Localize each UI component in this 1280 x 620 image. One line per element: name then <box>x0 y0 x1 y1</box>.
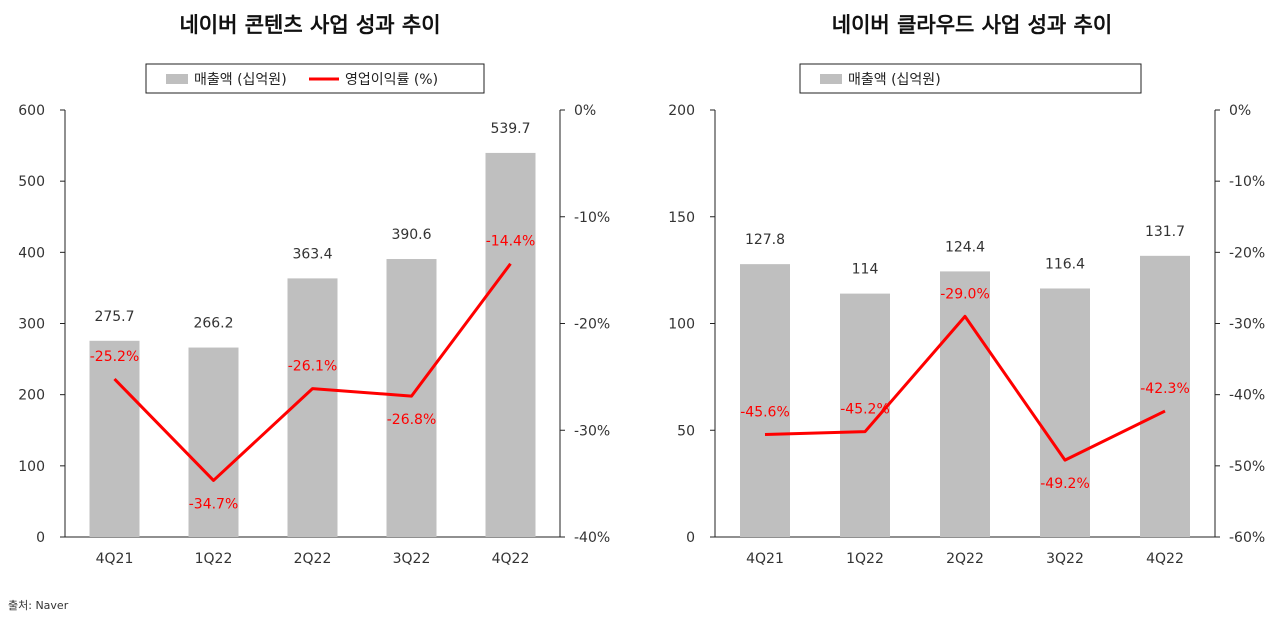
right-tick-label: -20% <box>574 317 610 333</box>
bar-data-label: 114 <box>852 262 879 278</box>
category-label: 4Q22 <box>1146 551 1184 567</box>
bar-data-label: 116.4 <box>1045 256 1085 272</box>
left-tick-label: 200 <box>668 103 695 119</box>
category-label: 1Q22 <box>846 551 884 567</box>
left-tick-label: 100 <box>668 317 695 333</box>
line-data-label: -42.3% <box>1140 381 1190 397</box>
bar <box>740 264 790 537</box>
right-tick-label: -60% <box>1229 530 1265 546</box>
line-data-label: -45.2% <box>840 402 890 418</box>
bar-data-label: 539.7 <box>490 121 530 137</box>
left-tick-label: 0 <box>36 530 45 546</box>
bar <box>1040 288 1090 537</box>
right-tick-label: -50% <box>1229 459 1265 475</box>
category-label: 2Q22 <box>946 551 984 567</box>
bar-data-label: 131.7 <box>1145 224 1185 240</box>
right-tick-label: -30% <box>1229 317 1265 333</box>
line-data-label: -26.1% <box>288 359 338 375</box>
line-data-label: -45.6% <box>740 405 790 421</box>
right-tick-label: -10% <box>1229 174 1265 190</box>
left-tick-label: 600 <box>18 103 45 119</box>
bar <box>89 340 140 537</box>
bar-data-label: 266.2 <box>193 316 233 332</box>
category-label: 4Q21 <box>96 551 134 567</box>
category-label: 4Q21 <box>746 551 784 567</box>
bar <box>188 347 239 537</box>
left-tick-label: 400 <box>18 245 45 261</box>
legend-line-label: 영업이익률 (%) <box>345 72 438 88</box>
left-tick-label: 200 <box>18 388 45 404</box>
legend-box <box>799 63 1142 94</box>
left-tick-label: 500 <box>18 174 45 190</box>
line-data-label: -25.2% <box>90 349 140 365</box>
bar <box>287 278 338 537</box>
legend-bar-swatch <box>820 74 842 84</box>
right-tick-label: -10% <box>574 210 610 226</box>
left-tick-label: 300 <box>18 317 45 333</box>
line-data-label: -14.4% <box>486 234 536 250</box>
legend-bar-label: 매출액 (십억원) <box>194 72 287 88</box>
left-tick-label: 50 <box>677 423 695 439</box>
right-tick-label: -40% <box>574 530 610 546</box>
bar-data-label: 390.6 <box>391 227 431 243</box>
category-label: 3Q22 <box>393 551 431 567</box>
chart-title: 네이버 콘텐츠 사업 성과 추이 <box>179 13 440 37</box>
margin-line <box>764 314 1166 462</box>
bar <box>386 259 437 537</box>
right-tick-label: 0% <box>574 103 596 119</box>
line-data-label: -34.7% <box>189 496 239 512</box>
bar-data-label: 127.8 <box>745 232 785 248</box>
right-tick-label: -30% <box>574 423 610 439</box>
category-label: 2Q22 <box>294 551 332 567</box>
left-tick-label: 150 <box>668 210 695 226</box>
margin-line <box>113 262 512 482</box>
line-data-label: -29.0% <box>940 286 990 302</box>
bar-data-label: 124.4 <box>945 239 985 255</box>
bar <box>840 293 890 537</box>
bar-data-label: 363.4 <box>292 246 332 262</box>
bar <box>940 271 990 537</box>
legend-bar-label: 매출액 (십억원) <box>848 72 941 88</box>
bar <box>1140 255 1190 537</box>
right-tick-label: -20% <box>1229 245 1265 261</box>
chart-title: 네이버 클라우드 사업 성과 추이 <box>832 13 1112 37</box>
line-data-label: -49.2% <box>1040 476 1090 492</box>
line-data-label: -26.8% <box>387 412 437 428</box>
right-tick-label: -40% <box>1229 388 1265 404</box>
bar-data-label: 275.7 <box>94 309 134 325</box>
left-tick-label: 0 <box>686 530 695 546</box>
category-label: 3Q22 <box>1046 551 1084 567</box>
right-tick-label: 0% <box>1229 103 1251 119</box>
category-label: 4Q22 <box>492 551 530 567</box>
legend-bar-swatch <box>166 74 188 84</box>
category-label: 1Q22 <box>195 551 233 567</box>
left-tick-label: 100 <box>18 459 45 475</box>
bar <box>485 152 536 537</box>
source-note: 출처: Naver <box>8 599 69 612</box>
